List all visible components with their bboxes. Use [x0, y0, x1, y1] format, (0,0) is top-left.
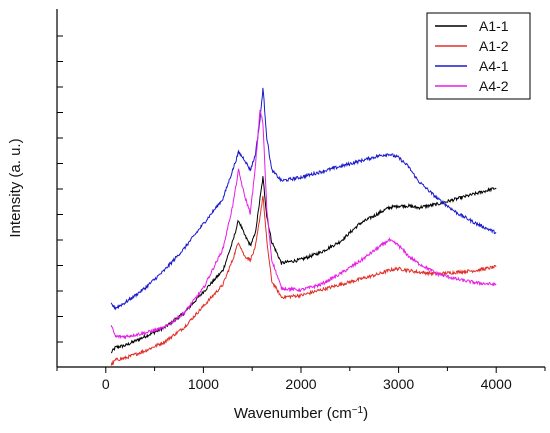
legend-label-a1-1: A1-1	[479, 18, 509, 34]
x-tick-label: 3000	[383, 376, 414, 392]
series-line-a4-1	[110, 87, 497, 311]
y-axis-ticks	[57, 35, 63, 343]
x-tick-label: 0	[102, 376, 110, 392]
legend-box	[426, 12, 531, 100]
x-tick-label: 2000	[285, 376, 316, 392]
legend-label-a4-1: A4-1	[479, 58, 509, 74]
series-line-a1-1	[110, 176, 497, 354]
x-tick-label: 1000	[188, 376, 219, 392]
x-axis-ticks: 0 1000 2000 3000 4000	[56, 367, 546, 392]
legend: A1-1 A1-2 A4-1 A4-2	[426, 12, 531, 100]
x-axis-title: Wavenumber (cm−1)	[234, 405, 368, 423]
y-axis-title: Intensity (a. u.)	[7, 138, 24, 237]
legend-label-a1-2: A1-2	[479, 38, 509, 54]
series-layer	[110, 87, 497, 366]
series-line-a4-2	[110, 109, 497, 340]
x-tick-label: 4000	[481, 376, 512, 392]
series-line-a1-2	[110, 195, 497, 366]
legend-label-a4-2: A4-2	[479, 78, 509, 94]
